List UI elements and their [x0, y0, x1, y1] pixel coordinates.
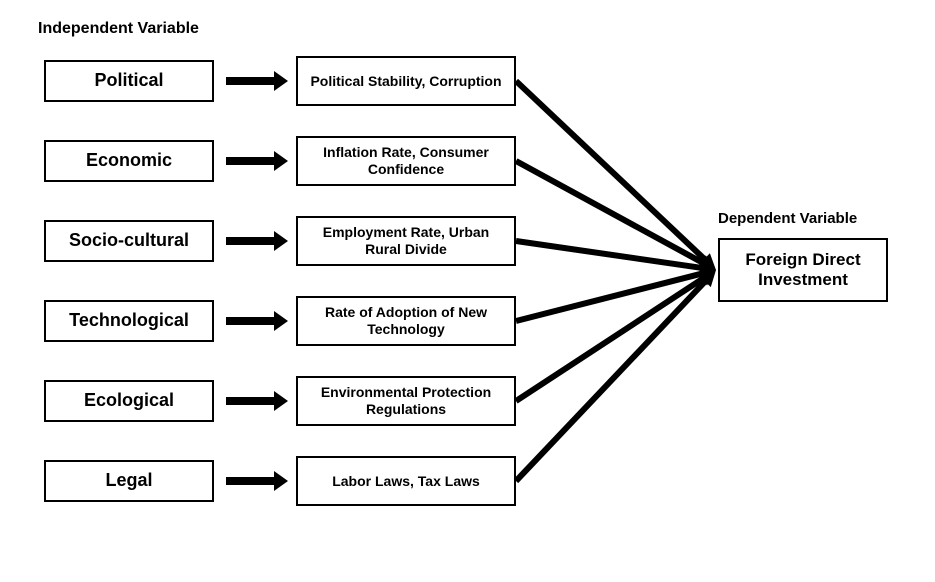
detail-box-legal: Labor Laws, Tax Laws — [296, 456, 516, 506]
detail-label: Rate of Adoption of New Technology — [304, 304, 508, 338]
category-label: Political — [94, 70, 163, 92]
category-label: Legal — [105, 470, 152, 492]
detail-box-ecological: Environmental Protection Regulations — [296, 376, 516, 426]
outcome-box-fdi: Foreign Direct Investment — [718, 238, 888, 302]
category-box-ecological: Ecological — [44, 380, 214, 422]
category-label: Technological — [69, 310, 189, 332]
category-label: Ecological — [84, 390, 174, 412]
detail-label: Inflation Rate, Consumer Confidence — [304, 144, 508, 178]
detail-box-political: Political Stability, Corruption — [296, 56, 516, 106]
category-label: Socio-cultural — [69, 230, 189, 252]
category-box-technological: Technological — [44, 300, 214, 342]
category-box-socio-cultural: Socio-cultural — [44, 220, 214, 262]
detail-label: Labor Laws, Tax Laws — [332, 473, 480, 490]
detail-box-technological: Rate of Adoption of New Technology — [296, 296, 516, 346]
outcome-label: Foreign Direct Investment — [726, 250, 880, 291]
detail-label: Environmental Protection Regulations — [304, 384, 508, 418]
detail-box-economic: Inflation Rate, Consumer Confidence — [296, 136, 516, 186]
category-box-political: Political — [44, 60, 214, 102]
category-box-economic: Economic — [44, 140, 214, 182]
category-label: Economic — [86, 150, 172, 172]
dependent-variable-label: Dependent Variable — [718, 210, 857, 227]
detail-label: Employment Rate, Urban Rural Divide — [304, 224, 508, 258]
category-box-legal: Legal — [44, 460, 214, 502]
detail-box-socio-cultural: Employment Rate, Urban Rural Divide — [296, 216, 516, 266]
detail-label: Political Stability, Corruption — [310, 73, 501, 90]
independent-variable-label: Independent Variable — [38, 20, 199, 38]
